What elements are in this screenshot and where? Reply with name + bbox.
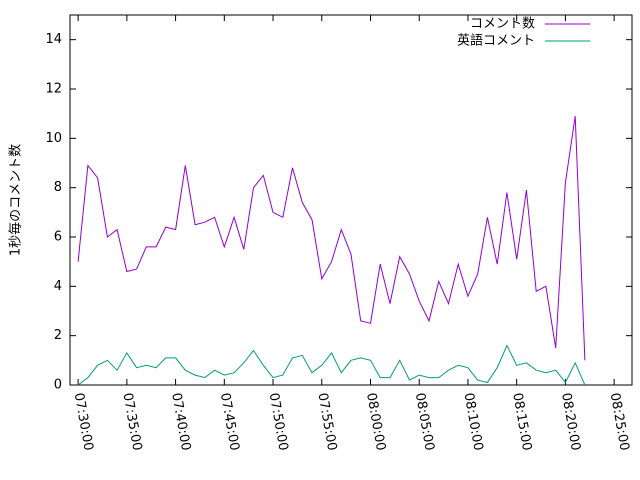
x-tick-label: 07:55:00 [314,392,339,452]
y-tick-label: 12 [45,82,62,97]
y-tick-label: 2 [54,328,62,343]
x-tick-label: 08:15:00 [509,392,534,452]
x-tick-label: 08:10:00 [461,392,486,452]
y-tick-label: 0 [54,378,62,393]
series-line [77,344,586,386]
x-tick-label: 07:30:00 [71,392,96,452]
x-tick-label: 08:00:00 [363,392,388,452]
y-axis-label: 1秒毎のコメント数 [8,144,24,256]
legend-label: 英語コメント [457,33,535,49]
legend-label: コメント数 [470,17,535,32]
x-tick-label: 07:50:00 [266,392,291,452]
y-tick-label: 10 [45,131,62,146]
y-tick-label: 4 [54,279,62,294]
x-tick-label: 07:35:00 [119,392,144,452]
x-tick-label: 07:40:00 [168,392,193,452]
plot-frame [69,14,633,386]
y-tick-label: 8 [54,180,62,195]
x-tick-label: 08:25:00 [607,392,632,452]
x-tick-label: 08:05:00 [412,392,437,452]
x-tick-label: 07:45:00 [217,392,242,452]
x-tick-label: 08:20:00 [558,392,583,452]
y-tick-label: 6 [54,230,62,245]
y-tick-label: 14 [45,32,62,47]
series-line [77,116,586,361]
